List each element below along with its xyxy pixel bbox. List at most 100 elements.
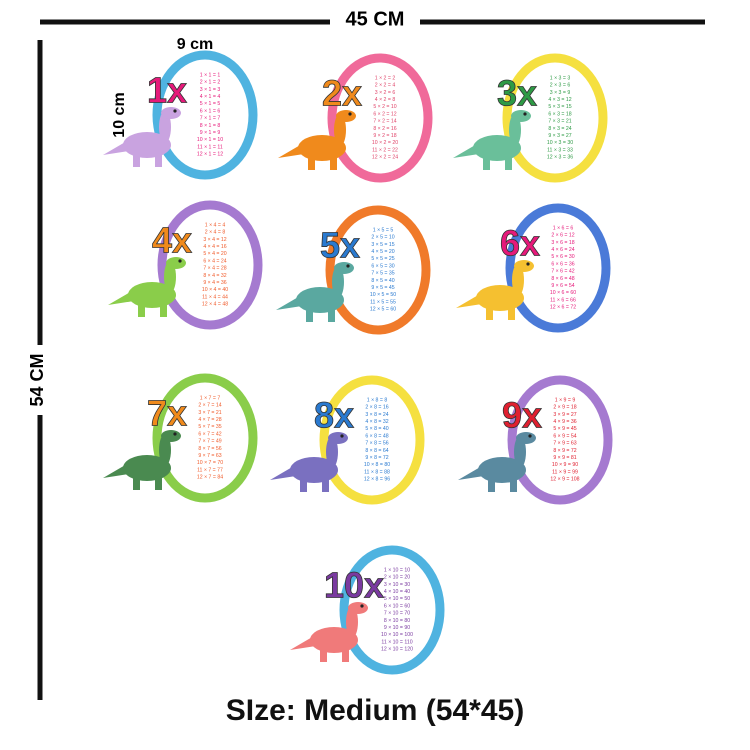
table-row: 2 × 2 = 4 [375, 83, 396, 89]
table-row: 6 × 8 = 48 [365, 433, 388, 439]
table-row: 12 × 5 = 60 [370, 307, 396, 313]
table-row: 5 × 7 = 35 [198, 424, 221, 430]
table-row: 3 × 1 = 3 [200, 87, 221, 93]
table-row: 2 × 4 = 8 [205, 230, 226, 236]
table-row: 1 × 10 = 10 [384, 567, 410, 573]
table-row: 7 × 10 = 70 [384, 611, 410, 617]
table-row: 4 × 6 = 24 [551, 247, 574, 253]
dino-eye [348, 112, 352, 116]
width-label: 45 CM [346, 8, 405, 30]
table-row: 8 × 3 = 24 [548, 126, 571, 132]
dino-tail [108, 291, 134, 305]
egg-ring [152, 50, 258, 180]
table-row: 1 × 5 = 5 [373, 227, 394, 233]
dino-leg [488, 476, 495, 492]
table-row: 5 × 10 = 50 [384, 596, 410, 602]
egg-label: 9x [502, 395, 542, 436]
dino-tail [270, 466, 296, 480]
table-row: 5 × 5 = 25 [371, 256, 394, 262]
table-row: 5 × 1 = 5 [200, 101, 221, 107]
table-row: 10 × 1 = 10 [197, 137, 223, 143]
table-row: 6 × 9 = 54 [553, 433, 576, 439]
dino-neck [514, 436, 526, 468]
dino-leg [508, 304, 515, 320]
table-row: 7 × 6 = 42 [551, 269, 574, 275]
table-row: 12 × 2 = 24 [372, 155, 398, 161]
egg-card: 1 × 10 = 10 2 × 10 = 203 × 10 = 304 × 10 … [290, 545, 445, 675]
table-row: 7 × 1 = 7 [200, 116, 221, 122]
dino-eye [523, 112, 527, 116]
dino-leg [483, 154, 490, 170]
table-row: 6 × 2 = 12 [373, 111, 396, 117]
table-row: 8 × 6 = 48 [551, 276, 574, 282]
table-row: 8 × 5 = 40 [371, 278, 394, 284]
table-row: 6 × 6 = 36 [551, 261, 574, 267]
table-row: 9 × 9 = 81 [553, 455, 576, 461]
height-label-bg [28, 345, 52, 415]
dino-leg [133, 474, 140, 490]
dino-eye [528, 434, 532, 438]
dino-leg [328, 306, 335, 322]
egg-card: 1 × 7 = 7 2 × 7 = 143 × 7 = 214 × 7 = 285… [103, 373, 258, 503]
table-row: 5 × 4 = 20 [203, 251, 226, 257]
table-row: 2 × 3 = 6 [550, 83, 571, 89]
table-row: 3 × 5 = 15 [371, 242, 394, 248]
table-row: 12 × 1 = 12 [197, 152, 223, 158]
table-row: 6 × 3 = 18 [548, 111, 571, 117]
table-row: 5 × 2 = 10 [373, 104, 396, 110]
table-row: 3 × 7 = 21 [198, 410, 221, 416]
egg-card: 1 × 8 = 8 2 × 8 = 163 × 8 = 244 × 8 = 325… [270, 375, 425, 505]
table-row: 3 × 8 = 24 [365, 412, 388, 418]
table-row: 3 × 9 = 27 [553, 412, 576, 418]
dino-neck [159, 111, 171, 143]
egg-ring [327, 53, 433, 183]
table-row: 4 × 1 = 4 [200, 94, 221, 100]
table-row: 12 × 7 = 84 [197, 475, 223, 481]
dino-leg [505, 154, 512, 170]
table-row: 2 × 9 = 18 [553, 405, 576, 411]
dino-eye [346, 264, 350, 268]
table-row: 4 × 8 = 32 [365, 419, 388, 425]
dino-eye [178, 259, 182, 263]
table-row: 10 × 4 = 40 [202, 287, 228, 293]
table-row: 1 × 4 = 4 [205, 222, 226, 228]
table-row: 3 × 10 = 30 [384, 582, 410, 588]
table-row: 11 × 10 = 110 [381, 639, 412, 645]
table-row: 5 × 9 = 45 [553, 426, 576, 432]
dino-tail [103, 464, 129, 478]
table-row: 11 × 7 = 77 [197, 467, 223, 473]
egg-ring [505, 203, 611, 333]
table-row: 12 × 6 = 72 [550, 305, 576, 311]
table-row: 1 × 1 = 1 [200, 72, 221, 78]
table-row: 8 × 2 = 16 [373, 126, 396, 132]
dino-tail [458, 466, 484, 480]
table-row: 10 × 8 = 80 [364, 462, 390, 468]
table-row: 8 × 7 = 56 [198, 446, 221, 452]
table-row: 7 × 7 = 49 [198, 439, 221, 445]
table-row: 3 × 2 = 6 [375, 90, 396, 96]
egg-width-label: 9 cm [177, 36, 213, 53]
dino-tail [456, 294, 482, 308]
table-row: 9 × 6 = 54 [551, 283, 574, 289]
table-row: 4 × 5 = 20 [371, 249, 394, 255]
table-row: 7 × 4 = 28 [203, 266, 226, 272]
table-row: 9 × 10 = 90 [384, 625, 410, 631]
egg-label: 2x [322, 73, 362, 114]
table-row: 1 × 3 = 3 [550, 75, 571, 81]
table-row: 10 × 10 = 100 [381, 632, 413, 638]
dino-eye [173, 432, 177, 436]
table-row: 6 × 1 = 6 [200, 108, 221, 114]
table-row: 10 × 9 = 90 [552, 462, 578, 468]
egg-card: 1 × 4 = 4 2 × 4 = 83 × 4 = 124 × 4 = 165 … [108, 200, 263, 330]
egg-label: 6x [500, 223, 540, 264]
table-row: 3 × 4 = 12 [203, 237, 226, 243]
dino-neck [512, 264, 524, 296]
table-row: 7 × 2 = 14 [373, 119, 396, 125]
table-row: 11 × 5 = 55 [370, 299, 396, 305]
dino-leg [510, 476, 517, 492]
table-row: 9 × 3 = 27 [548, 133, 571, 139]
dino-eye [360, 604, 364, 608]
table-row: 8 × 1 = 8 [200, 123, 221, 129]
table-row: 7 × 9 = 63 [553, 441, 576, 447]
